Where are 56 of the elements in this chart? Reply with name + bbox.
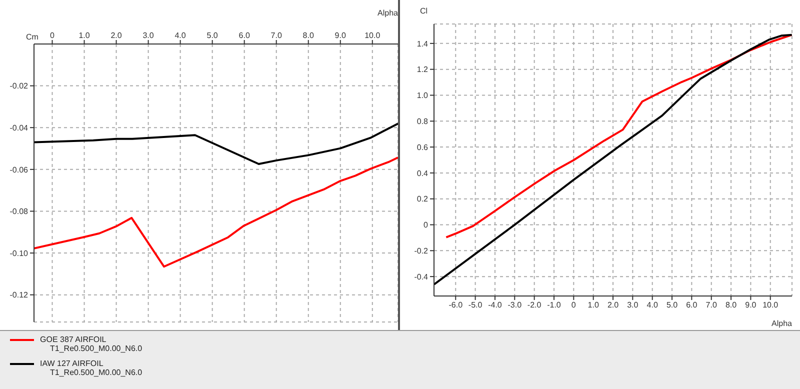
x-tick-label: 9.0 <box>745 300 757 310</box>
line-series <box>34 122 398 165</box>
y-tick-label: 0.4 <box>416 168 429 178</box>
y-tick-label: 1.4 <box>416 39 429 48</box>
x-tick-label: 10.0 <box>364 31 381 40</box>
y-tick-label: 1.0 <box>416 91 429 100</box>
y-tick-label: -0.08 <box>10 207 29 216</box>
y-tick-label: -0.06 <box>10 165 29 174</box>
y-tick-label: 0 <box>424 220 429 230</box>
x-tick-label: 5.0 <box>666 300 678 310</box>
y-tick-label: -0.2 <box>414 246 429 256</box>
x-tick-label: 6.0 <box>238 31 250 40</box>
line-series <box>445 34 792 238</box>
x-tick-label: 2.0 <box>607 300 620 310</box>
x-tick-label: 10.0 <box>762 300 779 310</box>
x-tick-label: 4.0 <box>646 300 658 310</box>
text: T1_Re0.500_M0.00_N6.0 <box>49 368 144 377</box>
y-tick-label: -0.4 <box>414 272 429 282</box>
x-tick-label: 6.0 <box>686 300 698 310</box>
x-tick-label: 3.0 <box>142 31 154 40</box>
x-axis-title: Alpha <box>772 319 793 328</box>
x-tick-label: 0 <box>571 300 576 310</box>
x-tick-label: 2.0 <box>110 31 122 40</box>
y-tick-label: 0.2 <box>416 194 429 204</box>
y-tick-label: -0.12 <box>10 290 29 300</box>
x-tick-label: 8.0 <box>725 300 738 310</box>
x-tick-label: -1.0 <box>547 300 562 310</box>
x-axis-title: Alpha <box>378 8 399 18</box>
x-tick-label: -4.0 <box>488 300 502 310</box>
x-tick-label: 1.0 <box>588 300 600 310</box>
y-tick-label: 1.2 <box>416 65 429 74</box>
legend-label: GOE 387 AIRFOIL <box>40 335 106 344</box>
y-tick-label: -0.10 <box>10 248 29 258</box>
y-axis-title: Cm <box>26 32 39 42</box>
line-series <box>434 34 792 286</box>
text: T1_Re0.500_M0.00_N6.0 <box>49 344 144 353</box>
x-tick-label: 0 <box>50 31 56 40</box>
x-tick-label: -3.0 <box>508 300 522 310</box>
x-tick-label: 7.0 <box>270 31 282 40</box>
x-tick-label: -2.0 <box>527 300 542 310</box>
x-tick-label: 4.0 <box>174 31 186 40</box>
x-tick-label: 7.0 <box>706 300 718 310</box>
y-tick-label: 0.6 <box>416 142 429 152</box>
x-tick-label: 5.0 <box>206 31 218 40</box>
x-tick-label: -6.0 <box>448 300 464 310</box>
y-tick-label: 0.8 <box>416 116 429 126</box>
y-tick-label: -0.04 <box>10 123 29 132</box>
line-series <box>34 156 398 268</box>
x-tick-label: 9.0 <box>334 31 346 40</box>
x-tick-label: 1.0 <box>78 31 90 40</box>
y-axis-title: Cl <box>420 6 428 16</box>
x-tick-label: 3.0 <box>627 300 639 310</box>
x-tick-label: 8.0 <box>302 31 314 40</box>
x-tick-label: -5.0 <box>468 300 483 310</box>
legend-label: IAW 127 AIRFOIL <box>40 359 104 368</box>
y-tick-label: -0.02 <box>10 82 29 91</box>
